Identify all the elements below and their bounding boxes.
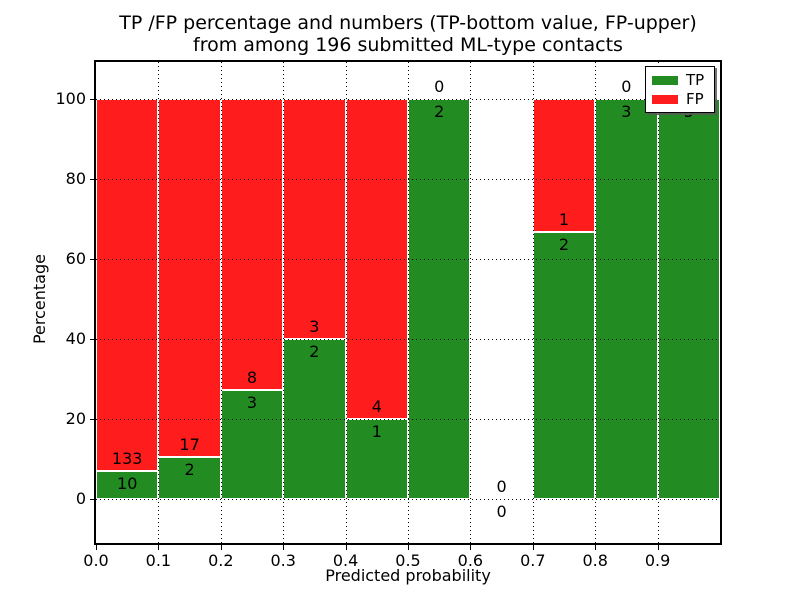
- bar-count-label-fp: 4: [371, 397, 382, 416]
- v-gridline: [532, 62, 534, 543]
- y-tick-label: 60: [65, 249, 86, 268]
- bar-segment-tp: [657, 99, 720, 499]
- legend: TP FP: [645, 66, 715, 113]
- y-tick-mark: [90, 499, 96, 500]
- y-tick-label: 100: [55, 89, 86, 108]
- x-tick-label: 0.3: [270, 551, 296, 570]
- fp-swatch-icon: [652, 94, 678, 104]
- x-tick-mark: [470, 545, 472, 550]
- y-tick-mark: [90, 179, 96, 180]
- bar-segment-tp: [220, 389, 284, 499]
- bar-segment-tp: [532, 232, 596, 499]
- v-gridline: [408, 62, 409, 543]
- x-tick-mark: [158, 545, 160, 550]
- bar-count-label-fp: 0: [621, 77, 632, 96]
- bar-segment-fp: [96, 99, 159, 472]
- x-tick-mark: [220, 545, 222, 550]
- bar-count-label-fp: 17: [179, 434, 200, 454]
- legend-item-fp: FP: [652, 91, 708, 107]
- bar-count-label-tp: 2: [434, 102, 445, 121]
- bar-segment-fp: [283, 99, 346, 339]
- y-tick-mark: [90, 419, 96, 420]
- bar-count-label-tp: 10: [117, 474, 138, 494]
- y-tick-label: 20: [65, 409, 86, 428]
- v-gridline: [595, 62, 597, 543]
- v-gridline: [220, 62, 222, 543]
- y-tick-label: 80: [65, 169, 86, 188]
- y-axis-label: Percentage: [30, 254, 49, 345]
- bar-count-label-tp: 2: [309, 342, 320, 361]
- x-tick-mark: [408, 545, 409, 550]
- bar-count-label-tp: 2: [558, 235, 570, 255]
- bar-count-label-fp: 3: [309, 317, 320, 336]
- bar-segment-tp: [96, 471, 159, 499]
- x-tick-label: 0.9: [644, 551, 671, 570]
- x-tick-mark: [532, 545, 534, 550]
- chart-subtitle: from among 196 submitted ML-type contact…: [193, 34, 623, 56]
- y-tick-mark: [90, 259, 96, 260]
- bar-count-label-fp: 8: [246, 367, 258, 387]
- bar-count-label-tp: 2: [184, 459, 195, 479]
- y-tick-mark: [90, 99, 96, 100]
- y-tick-mark: [90, 339, 96, 340]
- plot-area: 133101728332410200120305: [94, 60, 722, 545]
- bar-segment-fp: [158, 99, 221, 457]
- v-gridline: [470, 62, 472, 543]
- x-tick-mark: [657, 545, 659, 550]
- x-tick-label: 0.5: [395, 551, 421, 570]
- x-tick-label: 0.8: [582, 551, 608, 570]
- y-tick-label: 0: [75, 489, 86, 508]
- bar-segment-tp: [408, 99, 471, 499]
- bar-count-label-tp: 1: [371, 422, 382, 441]
- tp-swatch-icon: [652, 75, 678, 85]
- x-tick-label: 0.6: [457, 551, 484, 570]
- legend-label-tp: TP: [686, 71, 705, 89]
- bar-count-label-fp: 0: [496, 477, 507, 496]
- v-gridline: [657, 62, 659, 543]
- x-tick-label: 0.2: [208, 551, 234, 570]
- x-tick-label: 0.7: [520, 551, 546, 570]
- bar-count-label-fp: 1: [558, 210, 570, 230]
- y-tick-label: 40: [65, 329, 86, 348]
- x-axis-label: Predicted probability: [325, 566, 491, 585]
- x-tick-mark: [595, 545, 597, 550]
- bar-segment-tp: [595, 99, 658, 499]
- legend-item-tp: TP: [652, 72, 708, 88]
- x-tick-label: 0.4: [332, 551, 359, 570]
- chart-title: TP /FP percentage and numbers (TP-bottom…: [119, 12, 697, 34]
- v-gridline: [345, 62, 347, 543]
- x-tick-mark: [345, 545, 347, 550]
- v-gridline: [158, 62, 160, 543]
- legend-label-fp: FP: [686, 90, 704, 108]
- bar-count-label-tp: 0: [496, 502, 507, 521]
- x-tick-mark: [283, 545, 285, 550]
- x-tick-label: 0.0: [83, 551, 109, 570]
- x-tick-label: 0.1: [145, 551, 172, 570]
- bar-count-label-fp: 0: [434, 77, 445, 96]
- x-tick-mark: [96, 545, 97, 550]
- bar-count-label-fp: 133: [111, 449, 143, 469]
- bar-count-label-tp: 3: [621, 102, 632, 121]
- bar-count-label-tp: 3: [246, 392, 258, 412]
- v-gridline: [283, 62, 285, 543]
- bar-segment-fp: [220, 99, 284, 390]
